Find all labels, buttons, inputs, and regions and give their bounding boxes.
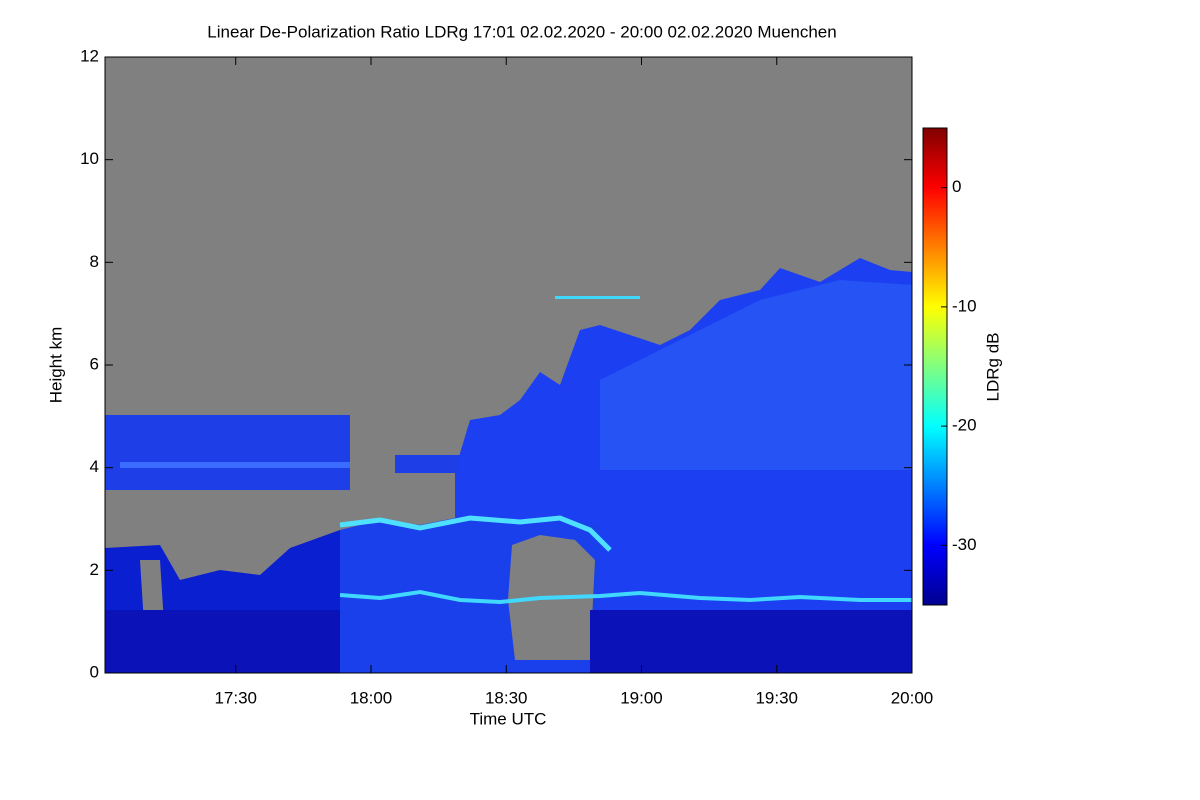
x-axis-label: Time UTC bbox=[470, 709, 547, 728]
cloud-layer bbox=[120, 462, 350, 468]
x-tick-label: 19:00 bbox=[620, 688, 663, 707]
cloud-region bbox=[600, 280, 912, 470]
colorbar bbox=[922, 127, 948, 606]
melting-layer bbox=[339, 589, 912, 605]
cloud-layer bbox=[105, 415, 350, 490]
x-tick-label: 17:30 bbox=[214, 688, 257, 707]
y-tick-label: 0 bbox=[90, 662, 99, 681]
y-axis-label: Height km bbox=[46, 327, 65, 404]
boundary-layer bbox=[590, 610, 912, 673]
colorbar-tick-label: -30 bbox=[952, 535, 977, 554]
cloud-layer bbox=[555, 296, 640, 299]
x-tick-label: 18:00 bbox=[350, 688, 393, 707]
y-tick-label: 4 bbox=[90, 457, 99, 476]
colorbar-tick-label: 0 bbox=[952, 177, 961, 196]
boundary-layer bbox=[105, 610, 340, 673]
colorbar-label: LDRg dB bbox=[983, 333, 1002, 402]
layer-top bbox=[339, 515, 612, 552]
y-tick-label: 2 bbox=[90, 560, 99, 579]
colorbar-tick-label: -10 bbox=[952, 296, 977, 315]
chart-title: Linear De-Polarization Ratio LDRg 17:01 … bbox=[207, 22, 836, 41]
colorbar-tick-label: -20 bbox=[952, 416, 977, 435]
x-tick-label: 18:30 bbox=[485, 688, 528, 707]
y-tick-label: 6 bbox=[90, 354, 99, 373]
y-tick-label: 12 bbox=[80, 46, 99, 65]
x-tick-label: 20:00 bbox=[891, 688, 934, 707]
cloud-layer bbox=[395, 455, 460, 473]
y-tick-label: 8 bbox=[90, 252, 99, 271]
y-tick-label: 10 bbox=[80, 149, 99, 168]
ldr-field bbox=[105, 258, 912, 673]
x-tick-label: 19:30 bbox=[755, 688, 798, 707]
